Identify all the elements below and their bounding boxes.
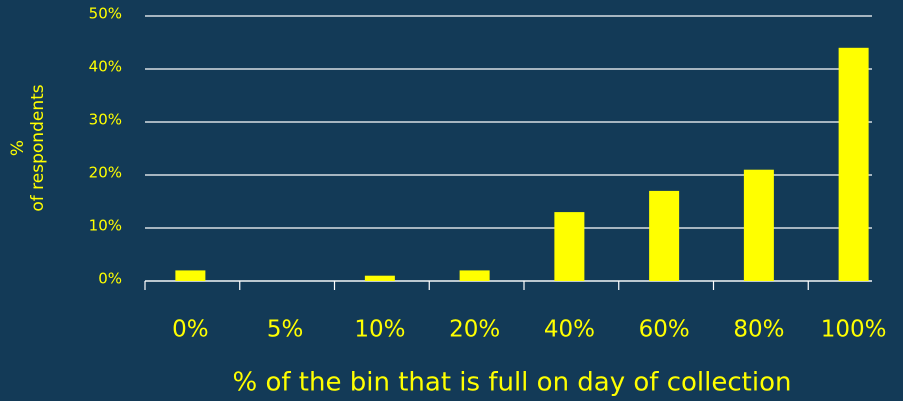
y-tick-label: 40%	[89, 58, 122, 76]
bar	[743, 169, 774, 281]
x-tick-label: 0%	[172, 317, 209, 343]
y-axis-label: of respondents	[28, 84, 48, 211]
bar	[554, 212, 585, 281]
y-tick-label: 30%	[89, 111, 122, 129]
x-tick-label: 40%	[544, 317, 595, 343]
y-tick-label: 10%	[89, 217, 122, 235]
x-tick-label: 10%	[354, 317, 405, 343]
y-tick-label: 0%	[98, 270, 122, 288]
bar	[364, 275, 395, 281]
x-tick-label: 5%	[267, 317, 304, 343]
x-tick-label: 100%	[821, 317, 887, 343]
bar	[459, 270, 490, 281]
x-tick-label: 80%	[733, 317, 784, 343]
bar	[838, 47, 869, 281]
x-tick-label: 20%	[449, 317, 500, 343]
x-axis-label: % of the bin that is full on day of coll…	[233, 368, 792, 398]
x-tick-label: 60%	[639, 317, 690, 343]
bar	[175, 270, 206, 281]
y-tick-label: 50%	[89, 5, 122, 23]
bar	[649, 190, 680, 281]
y-axis-label: %	[8, 140, 28, 156]
y-tick-label: 20%	[89, 164, 122, 182]
